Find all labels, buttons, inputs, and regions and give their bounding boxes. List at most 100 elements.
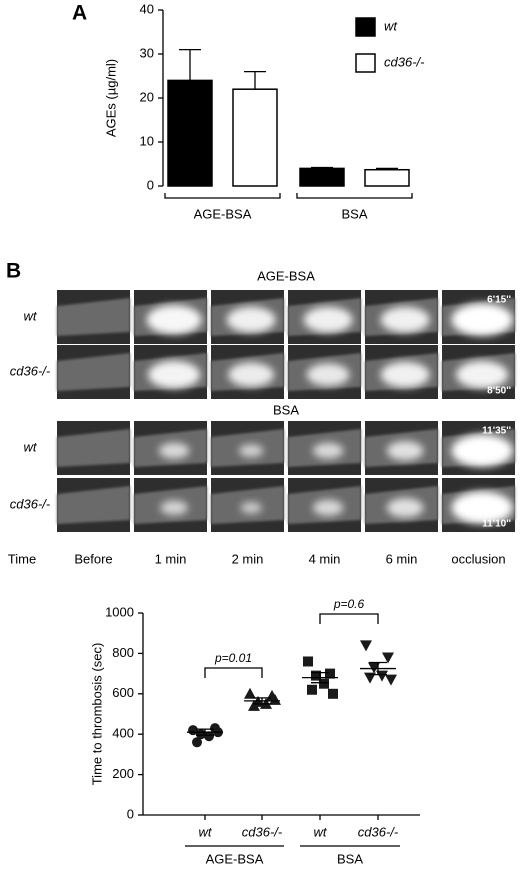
group-bracket bbox=[296, 193, 413, 199]
micrograph bbox=[134, 345, 207, 399]
data-point bbox=[204, 731, 214, 742]
y-tick-label: 600 bbox=[112, 685, 134, 700]
bar bbox=[364, 168, 410, 187]
p-value: p=0.6 bbox=[333, 597, 365, 611]
micrograph bbox=[442, 345, 515, 399]
bar bbox=[299, 167, 345, 187]
micrograph bbox=[365, 421, 438, 475]
significance-bracket bbox=[204, 667, 263, 678]
vessel bbox=[57, 429, 130, 467]
thrombus bbox=[451, 434, 513, 467]
y-tick-label: 400 bbox=[112, 726, 134, 741]
data-point bbox=[325, 668, 335, 679]
bar bbox=[232, 88, 278, 187]
x-tick-label: wt bbox=[314, 824, 328, 839]
thrombus bbox=[380, 306, 430, 333]
micrograph bbox=[288, 345, 361, 399]
micrograph bbox=[442, 478, 515, 532]
y-tick-label: 200 bbox=[112, 766, 134, 781]
column-label: 4 min bbox=[309, 551, 341, 566]
x-tick-label: cd36-/- bbox=[242, 824, 283, 839]
column-label: 1 min bbox=[155, 551, 187, 566]
micrograph bbox=[211, 421, 284, 475]
data-point bbox=[385, 674, 397, 686]
data-point bbox=[376, 670, 388, 682]
thrombus bbox=[386, 497, 424, 518]
thrombus bbox=[451, 303, 513, 336]
micrograph bbox=[365, 345, 438, 399]
micrograph bbox=[57, 345, 130, 399]
data-point bbox=[328, 688, 338, 699]
micrograph bbox=[134, 290, 207, 344]
y-tick-label: 1000 bbox=[105, 604, 134, 619]
y-tick-label: 0 bbox=[147, 177, 154, 192]
micrograph bbox=[365, 478, 438, 532]
column-label: occlusion bbox=[451, 551, 505, 566]
vessel bbox=[57, 486, 130, 524]
y-axis-label: AGEs (µg/ml) bbox=[103, 59, 118, 137]
legend-label: wt bbox=[384, 18, 398, 33]
legend-swatch bbox=[355, 53, 376, 73]
significance-bracket bbox=[319, 613, 379, 624]
p-value: p=0.01 bbox=[214, 651, 252, 665]
data-point bbox=[307, 684, 317, 695]
thrombus bbox=[380, 361, 430, 388]
thrombus bbox=[451, 491, 513, 524]
condition-title: AGE-BSA bbox=[257, 268, 315, 283]
column-label: 2 min bbox=[232, 551, 264, 566]
thrombus bbox=[228, 362, 275, 387]
timestamp: 11'10'' bbox=[482, 519, 511, 530]
thrombus bbox=[146, 305, 202, 335]
x-tick-label: cd36-/- bbox=[358, 824, 399, 839]
micrograph bbox=[365, 290, 438, 344]
y-axis-label: Time to thrombosis (sec) bbox=[89, 643, 104, 786]
data-point bbox=[382, 652, 394, 664]
data-point bbox=[192, 737, 202, 748]
micrograph bbox=[134, 478, 207, 532]
thrombus bbox=[456, 360, 509, 389]
panel-label: B bbox=[6, 260, 21, 283]
micrograph bbox=[288, 290, 361, 344]
vessel bbox=[57, 298, 130, 336]
x-group-label: BSA bbox=[341, 206, 367, 221]
column-label: 6 min bbox=[386, 551, 418, 566]
thrombus bbox=[386, 440, 424, 461]
y-tick-label: 10 bbox=[140, 133, 154, 148]
timestamp: 8'50'' bbox=[487, 386, 511, 397]
timestamp: 11'35'' bbox=[482, 426, 511, 437]
row-label: wt bbox=[24, 439, 38, 454]
thrombus bbox=[303, 306, 353, 333]
row-label: cd36-/- bbox=[10, 496, 51, 511]
data-point bbox=[248, 699, 260, 711]
data-point bbox=[269, 693, 281, 705]
micrograph bbox=[211, 345, 284, 399]
micrograph bbox=[134, 421, 207, 475]
thrombus bbox=[238, 444, 264, 458]
legend-swatch bbox=[355, 17, 376, 37]
vessel bbox=[57, 353, 130, 391]
thrombus bbox=[240, 502, 262, 514]
y-tick-label: 30 bbox=[140, 45, 154, 60]
thrombus bbox=[312, 442, 344, 459]
micrograph bbox=[211, 478, 284, 532]
thrombus bbox=[312, 499, 344, 516]
timestamp: 6'15'' bbox=[487, 295, 511, 306]
thrombus bbox=[306, 363, 350, 387]
micrograph bbox=[211, 290, 284, 344]
x-tick-label: wt bbox=[199, 824, 213, 839]
data-point bbox=[244, 687, 256, 699]
bar bbox=[167, 79, 213, 187]
y-tick-label: 20 bbox=[140, 89, 154, 104]
micrograph bbox=[442, 290, 515, 344]
data-point bbox=[303, 656, 313, 667]
data-point bbox=[364, 672, 376, 684]
data-point bbox=[360, 640, 372, 652]
thrombus bbox=[160, 500, 188, 515]
micrograph bbox=[57, 290, 130, 344]
time-label: Time bbox=[8, 551, 36, 566]
thrombus bbox=[226, 306, 276, 333]
x-group-label: AGE-BSA bbox=[206, 851, 264, 866]
group-bracket bbox=[164, 193, 281, 199]
